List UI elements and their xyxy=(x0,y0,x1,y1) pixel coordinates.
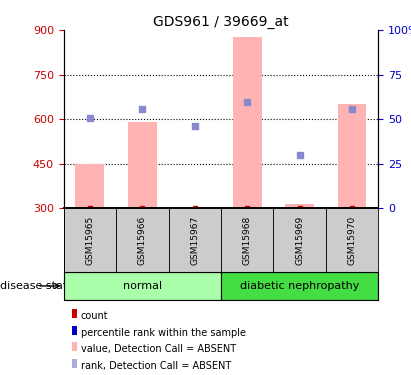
Bar xyxy=(221,208,273,272)
Text: GSM15965: GSM15965 xyxy=(85,215,95,265)
Bar xyxy=(337,104,366,208)
Text: diabetic nephropathy: diabetic nephropathy xyxy=(240,281,359,291)
Bar xyxy=(64,208,116,272)
Text: rank, Detection Call = ABSENT: rank, Detection Call = ABSENT xyxy=(81,361,231,371)
Text: GSM15968: GSM15968 xyxy=(242,215,252,265)
Bar xyxy=(221,272,378,300)
Bar xyxy=(273,208,326,272)
Bar xyxy=(64,272,221,300)
Text: normal: normal xyxy=(123,281,162,291)
Text: percentile rank within the sample: percentile rank within the sample xyxy=(81,327,246,338)
Bar xyxy=(285,204,314,208)
Text: disease state: disease state xyxy=(0,281,74,291)
Text: GSM15966: GSM15966 xyxy=(138,215,147,265)
Text: GSM15967: GSM15967 xyxy=(190,215,199,265)
Bar xyxy=(116,208,169,272)
Bar xyxy=(180,207,209,208)
Text: GSM15970: GSM15970 xyxy=(347,215,356,265)
Text: value, Detection Call = ABSENT: value, Detection Call = ABSENT xyxy=(81,344,236,354)
Text: count: count xyxy=(81,311,109,321)
Title: GDS961 / 39669_at: GDS961 / 39669_at xyxy=(153,15,289,29)
Bar xyxy=(326,208,378,272)
Bar xyxy=(169,208,221,272)
Bar xyxy=(76,164,104,208)
Text: GSM15969: GSM15969 xyxy=(295,215,304,265)
Bar xyxy=(233,36,261,208)
Bar xyxy=(128,122,157,208)
